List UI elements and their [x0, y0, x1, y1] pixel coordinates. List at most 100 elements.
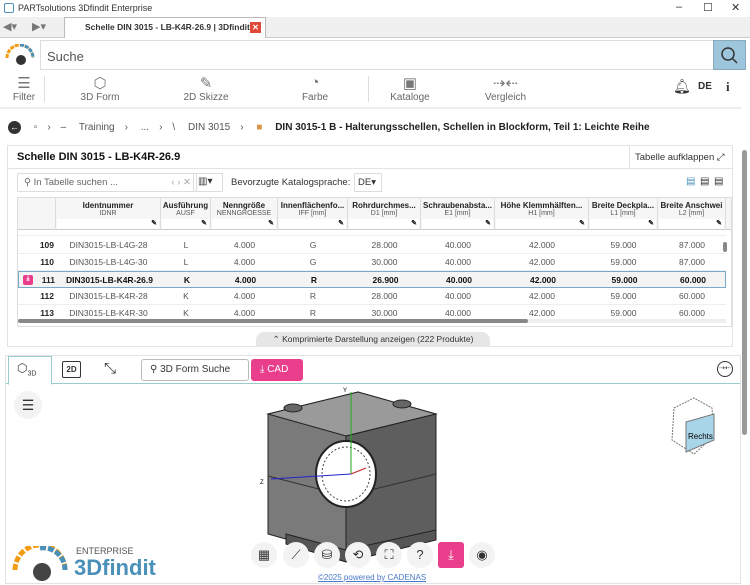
pencil-icon: ✎ — [411, 220, 417, 227]
column-filter-input[interactable]: ✎ — [349, 219, 419, 229]
expand-icon: ⤢ — [716, 152, 725, 163]
search-nav-icons[interactable]: ‹ › ✕ — [171, 177, 191, 188]
breadcrumb-training[interactable]: Training — [78, 122, 115, 133]
product-table: Identnummer IDNR ✎ Ausführung AUSF ✎ Nenngröße… — [17, 197, 732, 327]
chevron-up-icon: ⌃ — [272, 334, 283, 344]
column-header[interactable]: Innenflächenfo... IFF [mm] ✎ — [278, 198, 348, 230]
expand-table-button[interactable]: Tabelle aufklappen ⤢ — [629, 146, 732, 169]
bell-icon[interactable]: 🔔︎ — [673, 78, 691, 94]
table-cell: 4.000 — [233, 291, 256, 301]
column-filter-input[interactable]: ✎ — [212, 219, 276, 229]
search-input[interactable]: Suche — [40, 40, 714, 70]
expand-table-label: Tabelle aufklappen — [635, 152, 715, 163]
compare-button[interactable]: ⇢⇠ Vergleich — [478, 74, 533, 103]
back-icon[interactable]: ◀▾ — [3, 21, 17, 33]
column-filter-input[interactable]: ✎ — [659, 219, 724, 229]
shape-search-icon: ⚲ — [150, 364, 161, 375]
table-cell: 30.000 — [371, 308, 398, 318]
table-row[interactable]: 109 DIN3015-LB-L4G-28 L 4.000 G 28.000 40.000 4… — [18, 237, 726, 254]
column-filter-input[interactable]: ✎ — [279, 219, 346, 229]
column-header[interactable]: Rohrdurchmes... D1 [mm] ✎ — [348, 198, 421, 230]
partial-row — [18, 230, 726, 236]
table-row[interactable]: ⤓ 111 DIN3015-LB-K4R-26.9 K 4.000 R 26.900 40.0… — [18, 271, 726, 288]
column-filter-input[interactable]: ✎ — [57, 219, 159, 229]
tab-3d[interactable]: ⬡3D — [8, 356, 52, 385]
cad-download-button[interactable]: ⤓ CAD — [251, 359, 303, 381]
view-compact-icon[interactable]: ▤ — [686, 176, 696, 187]
filter-button[interactable]: ☰ Filter — [8, 74, 40, 103]
column-chooser-button[interactable]: ▥▾ — [193, 173, 223, 192]
table-row[interactable]: 110 DIN3015-LB-L4G-30 L 4.000 G 30.000 40.000 4… — [18, 254, 726, 271]
3d-form-search-button[interactable]: ⚲ 3D Form Suche — [141, 359, 249, 381]
section-button[interactable]: ⛁ — [314, 542, 340, 568]
column-header[interactable]: Nenngröße NENNGROESSE ✎ — [211, 198, 278, 230]
home-icon[interactable]: ▫ — [33, 122, 38, 133]
column-unit: L1 [mm] — [610, 210, 636, 217]
color-button[interactable]: ◔ Farbe — [290, 74, 340, 103]
list-menu-button[interactable]: ☰ — [14, 391, 42, 419]
column-header[interactable]: Breite Anschwei L2 [mm] ✎ — [658, 198, 726, 230]
breadcrumb-ellipsis[interactable]: ... — [140, 122, 150, 133]
column-header[interactable]: Ausführung AUSF ✎ — [161, 198, 211, 230]
filter-icon: ☰ — [17, 75, 31, 92]
column-filter-input[interactable]: ✎ — [496, 219, 587, 229]
divider — [368, 76, 369, 102]
columns-icon: ▥▾ — [198, 176, 213, 187]
download-icon: ⤓ — [448, 547, 454, 562]
column-name: Breite Anschwei — [660, 201, 723, 210]
table-cell: 4.000 — [233, 240, 256, 250]
catalogs-button[interactable]: ▣ Kataloge — [385, 74, 435, 103]
maximize-button[interactable]: ☐ — [703, 2, 713, 14]
forward-icon[interactable]: ▶▾ — [32, 21, 46, 33]
search-button[interactable] — [713, 40, 746, 70]
view-normal-icon[interactable]: ▤ — [700, 176, 710, 187]
measure-button[interactable]: ⟋ — [283, 542, 309, 568]
catalog-language-select[interactable]: DE▾ — [354, 173, 382, 192]
fit-view-button[interactable]: ⛶ — [376, 542, 402, 568]
cad-label: CAD — [267, 364, 289, 375]
row-number: 111 — [41, 275, 55, 285]
copyright-link[interactable]: ©2025 powered by CADENAS — [318, 573, 427, 582]
close-window-button[interactable]: ✕ — [731, 2, 741, 14]
column-header[interactable]: Identnummer IDNR ✎ — [56, 198, 161, 230]
table-cell: 42.000 — [529, 291, 555, 301]
dimension-tab-icon[interactable]: ⤡ — [104, 360, 117, 377]
2d-sketch-button[interactable]: ✎ 2D Skizze — [176, 74, 236, 103]
back-circle-icon[interactable]: ← — [8, 121, 21, 134]
column-filter-input[interactable]: ✎ — [590, 219, 656, 229]
column-filter-input[interactable]: ✎ — [422, 219, 493, 229]
column-header[interactable]: Breite Deckpla... L1 [mm] ✎ — [589, 198, 658, 230]
compare-circle-icon[interactable]: ⇢⇠ — [717, 361, 733, 377]
screenshot-button[interactable]: ◉ — [469, 542, 495, 568]
vertical-scrollbar[interactable] — [723, 242, 727, 252]
3d-form-button[interactable]: ⬡ 3D Form — [70, 74, 130, 103]
camera-icon: ◉ — [476, 547, 488, 562]
table-cell: DIN3015-LB-L4G-28 — [69, 240, 148, 250]
animation-button[interactable]: ⟲ — [345, 542, 371, 568]
collapse-table-button[interactable]: ⌃ Komprimierte Darstellung anzeigen (222… — [256, 332, 490, 347]
table-cell: R — [310, 275, 318, 285]
view-cube[interactable]: Rechts — [664, 396, 720, 458]
column-header[interactable]: Höhe Klemmhälften... H1 [mm] ✎ — [495, 198, 589, 230]
info-button[interactable]: i — [726, 79, 730, 94]
close-tab-icon[interactable]: ✕ — [250, 22, 261, 33]
table-header: Identnummer IDNR ✎ Ausführung AUSF ✎ Nenngröße… — [18, 198, 731, 230]
download-icon[interactable]: ⤓ — [23, 275, 33, 285]
help-button[interactable]: ? — [407, 542, 433, 568]
horizontal-scrollbar[interactable] — [18, 319, 726, 323]
download-icon: ⤓ — [260, 364, 268, 375]
table-search-input[interactable]: ⚲ In Tabelle suchen ... ‹ › ✕ — [17, 173, 197, 192]
tab-2d[interactable]: 2D — [62, 361, 81, 378]
breadcrumb-din3015[interactable]: DIN 3015 — [187, 122, 231, 133]
view-wide-icon[interactable]: ▤ — [714, 176, 724, 187]
column-header[interactable]: Schraubenabsta... E1 [mm] ✎ — [421, 198, 495, 230]
language-button[interactable]: DE — [698, 81, 712, 92]
table-cell: DIN3015-LB-K4R-26.9 — [66, 275, 153, 285]
minimize-button[interactable]: – — [676, 1, 683, 13]
table-row[interactable]: 112 DIN3015-LB-K4R-28 K 4.000 R 28.000 40.000 4… — [18, 288, 726, 305]
download-button[interactable]: ⤓ — [438, 542, 464, 568]
page-scrollbar[interactable] — [742, 150, 747, 435]
browser-tab[interactable]: Schelle DIN 3015 - LB-K4R-26.9 | 3Dfindi… — [64, 17, 266, 38]
column-filter-input[interactable]: ✎ — [162, 219, 209, 229]
render-mode-button[interactable]: ▦ — [251, 542, 277, 568]
